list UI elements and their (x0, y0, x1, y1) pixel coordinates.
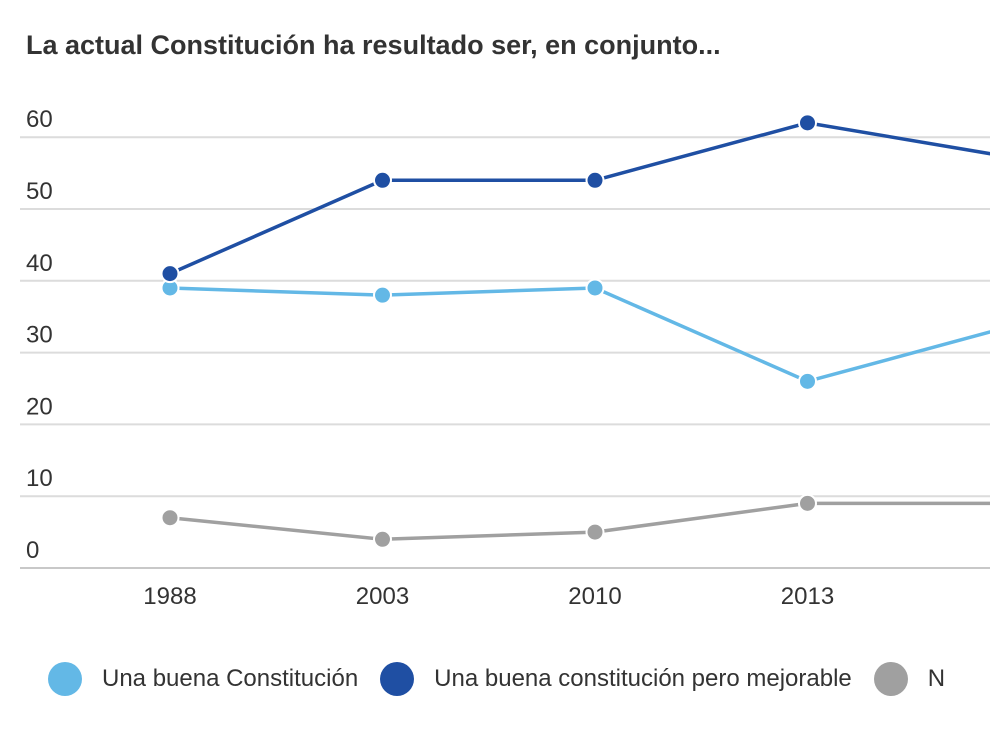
x-axis-ticks: 19882003201020132018 (143, 583, 834, 610)
data-point (798, 371, 817, 391)
y-tick-label: 20 (26, 393, 53, 420)
legend-item-buena[interactable]: Una buena Constitución (48, 662, 358, 696)
legend-swatch (380, 662, 415, 696)
data-point (585, 522, 605, 542)
data-point (160, 508, 180, 528)
legend: Una buena Constitución Una buena constit… (48, 662, 967, 696)
x-tick-label: 2013 (781, 583, 834, 610)
y-tick-label: 0 (26, 537, 39, 564)
legend-swatch (48, 662, 82, 696)
grid-lines (20, 136, 990, 569)
legend-label: Una buena constitución pero mejorable (434, 665, 852, 692)
series-line (169, 501, 990, 542)
series-line (169, 286, 990, 384)
series-lines (160, 113, 990, 549)
y-tick-label: 10 (26, 465, 53, 492)
data-point (585, 170, 605, 190)
legend-item-mejorable[interactable]: Una buena constitución pero mejorable (380, 662, 852, 696)
data-point (373, 170, 392, 190)
y-tick-label: 40 (26, 250, 53, 277)
y-tick-label: 60 (26, 106, 53, 133)
x-tick-label: 2010 (568, 583, 621, 610)
series-1 (160, 113, 990, 284)
x-tick-label: 2003 (356, 583, 409, 610)
data-point (585, 278, 605, 298)
data-point (160, 264, 180, 284)
data-point (798, 113, 817, 133)
y-tick-label: 30 (26, 322, 53, 349)
series-2 (160, 493, 990, 549)
legend-swatch (873, 662, 908, 696)
legend-label: Una buena Constitución (102, 665, 359, 692)
chart-title: La actual Constitución ha resultado ser,… (26, 30, 721, 60)
y-tick-label: 50 (26, 178, 53, 205)
series-0 (160, 278, 990, 391)
data-point (373, 285, 392, 305)
legend-label: N (927, 665, 946, 692)
data-point (798, 493, 817, 513)
x-tick-label: 1988 (143, 583, 196, 610)
data-point (373, 529, 392, 549)
series-line (169, 121, 990, 276)
y-axis-ticks: 0 10 20 30 40 50 60 (26, 106, 53, 564)
legend-item-n[interactable]: N (873, 662, 946, 696)
